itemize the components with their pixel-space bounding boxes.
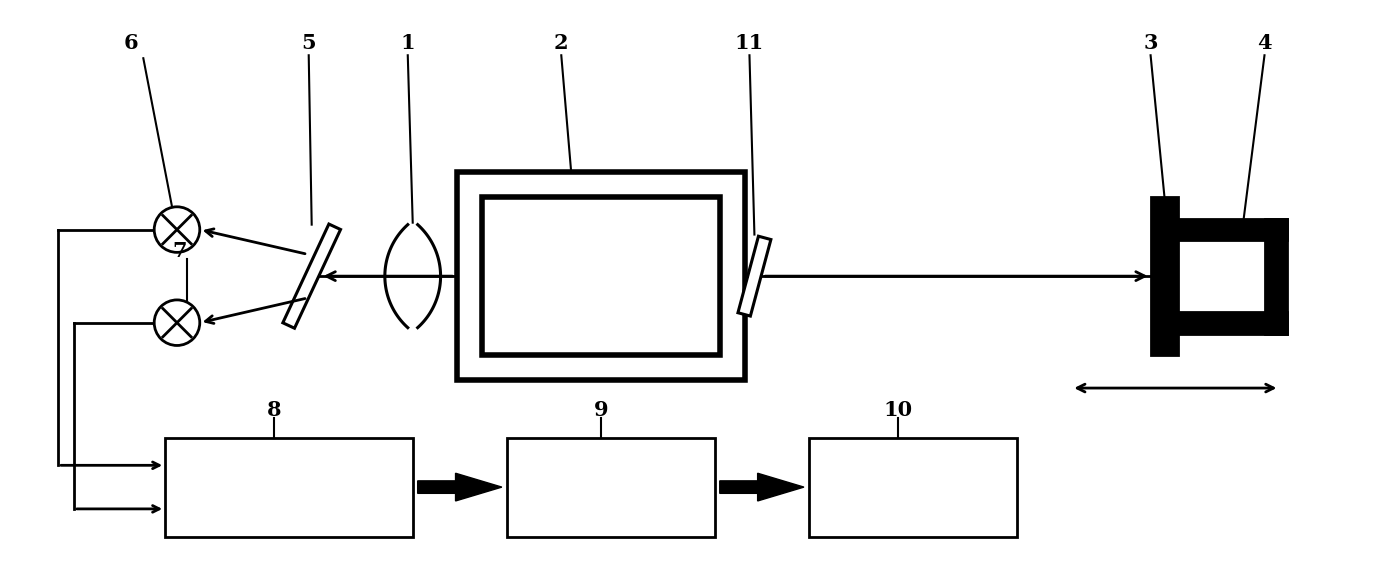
Text: 9: 9 bbox=[594, 400, 608, 420]
Circle shape bbox=[154, 300, 200, 346]
Text: 2: 2 bbox=[554, 33, 569, 53]
Text: 7: 7 bbox=[172, 241, 187, 261]
Bar bbox=[1151, 197, 1178, 356]
Text: 5: 5 bbox=[301, 33, 316, 53]
Bar bbox=[1178, 218, 1287, 241]
Bar bbox=[165, 437, 412, 537]
Text: 8: 8 bbox=[266, 400, 282, 420]
Polygon shape bbox=[738, 236, 770, 316]
Text: 10: 10 bbox=[884, 400, 912, 420]
Bar bbox=[1266, 218, 1287, 333]
Bar bbox=[507, 437, 715, 537]
Text: 4: 4 bbox=[1258, 33, 1271, 53]
Circle shape bbox=[154, 207, 200, 252]
Polygon shape bbox=[720, 474, 804, 501]
Text: 11: 11 bbox=[734, 33, 763, 53]
Polygon shape bbox=[418, 474, 502, 501]
Bar bbox=[809, 437, 1017, 537]
Bar bbox=[457, 172, 744, 380]
Text: 6: 6 bbox=[124, 33, 137, 53]
Bar bbox=[1178, 312, 1287, 333]
Bar bbox=[482, 197, 720, 356]
Polygon shape bbox=[283, 224, 340, 328]
Text: 3: 3 bbox=[1144, 33, 1158, 53]
Text: 1: 1 bbox=[401, 33, 415, 53]
